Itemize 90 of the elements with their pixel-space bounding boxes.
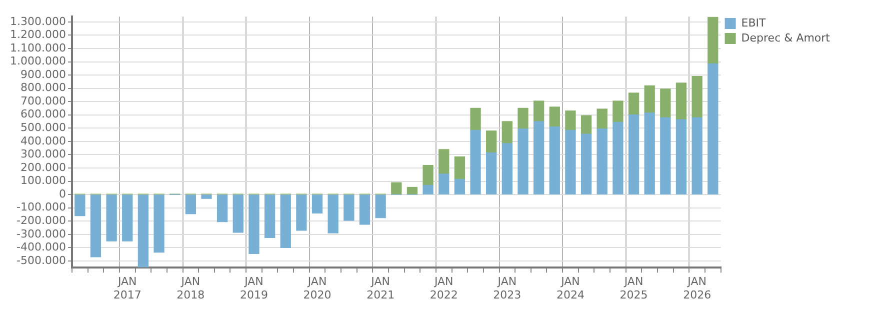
- bar: [692, 117, 702, 194]
- bar: [502, 121, 512, 144]
- y-tick-label: 700.000: [20, 94, 66, 108]
- bar: [660, 88, 671, 118]
- bar: [708, 63, 718, 194]
- y-tick-label: 1.200.000: [10, 28, 66, 42]
- legend-label: EBIT: [741, 16, 766, 30]
- bar: [138, 194, 149, 268]
- y-tick-label: 500.000: [20, 121, 66, 134]
- bar: [628, 114, 640, 194]
- y-tick-label: 300.000: [20, 148, 66, 161]
- y-tick-label: 100.000: [20, 174, 66, 188]
- y-tick-label: 800.000: [20, 81, 66, 94]
- bar: [486, 152, 497, 194]
- bar: [518, 128, 528, 194]
- bar: [438, 149, 450, 174]
- y-tick-label: 1.300.000: [10, 14, 66, 28]
- bar: [328, 194, 338, 234]
- bar: [344, 194, 354, 221]
- x-tick-label: JAN 2026: [683, 275, 712, 302]
- bar: [375, 194, 386, 218]
- y-tick-label: 1.100.000: [10, 41, 66, 54]
- bar: [502, 143, 512, 194]
- x-tick-label: JAN 2018: [176, 275, 205, 302]
- bar: [533, 121, 544, 194]
- bar: [486, 130, 497, 154]
- bar: [232, 194, 244, 233]
- y-tick-label: 900.000: [20, 68, 66, 81]
- bar: [549, 106, 560, 128]
- x-tick-label: JAN 2023: [493, 275, 522, 302]
- y-tick-label: -100.000: [16, 200, 66, 214]
- x-tick-label: JAN 2017: [113, 275, 142, 302]
- y-tick-label: 1.000.000: [10, 54, 66, 68]
- legend-label: Deprec & Amort: [741, 31, 831, 44]
- y-tick-label: -500.000: [16, 254, 66, 267]
- bar: [264, 194, 276, 238]
- bar: [74, 194, 86, 216]
- bar: [612, 100, 624, 123]
- bar: [518, 108, 528, 130]
- bar: [470, 108, 481, 130]
- bar: [216, 194, 228, 222]
- x-tick-label: JAN 2021: [366, 275, 395, 302]
- y-tick-label: -200.000: [16, 214, 66, 227]
- bar: [201, 194, 212, 199]
- bar: [454, 178, 466, 194]
- bar: [296, 194, 307, 231]
- bar: [454, 156, 466, 180]
- bar: [676, 82, 687, 120]
- y-tick-label: 600.000: [20, 108, 66, 121]
- x-tick-label: JAN 2024: [556, 275, 584, 302]
- bar: [470, 130, 481, 194]
- bar: [596, 128, 608, 194]
- bar: [122, 194, 133, 242]
- bar: [580, 115, 592, 134]
- y-tick-label: -300.000: [16, 227, 66, 240]
- bar: [708, 16, 718, 64]
- bar: [533, 100, 544, 122]
- bar: [185, 194, 196, 214]
- bar: [644, 85, 655, 114]
- bar: [406, 186, 418, 194]
- bar: [612, 122, 624, 194]
- y-tick-label: 200.000: [20, 160, 66, 174]
- y-tick-label: 0: [58, 187, 66, 200]
- bar: [549, 126, 560, 194]
- bar: [422, 165, 434, 186]
- bar: [660, 117, 671, 194]
- bar: [628, 92, 640, 116]
- bar: [154, 194, 164, 253]
- bar: [90, 194, 102, 258]
- bar: [676, 119, 687, 194]
- bar: [438, 174, 450, 194]
- bar: [312, 194, 323, 214]
- x-tick-label: JAN 2020: [303, 275, 332, 302]
- bar: [596, 108, 608, 130]
- bar: [580, 134, 592, 194]
- y-tick-label: -400.000: [16, 240, 66, 254]
- x-tick-label: JAN 2019: [240, 275, 268, 302]
- x-tick-label: JAN 2025: [620, 275, 648, 302]
- bar: [565, 110, 576, 130]
- bar: [359, 194, 370, 225]
- bar: [280, 194, 291, 248]
- bar: [644, 112, 655, 194]
- bar: [565, 130, 576, 194]
- bar: [391, 182, 402, 194]
- x-tick-label: JAN 2022: [430, 275, 458, 302]
- bar: [422, 184, 434, 194]
- y-tick-label: 400.000: [20, 134, 66, 148]
- bar: [106, 194, 117, 242]
- bar: [248, 194, 260, 254]
- bar: [692, 76, 702, 118]
